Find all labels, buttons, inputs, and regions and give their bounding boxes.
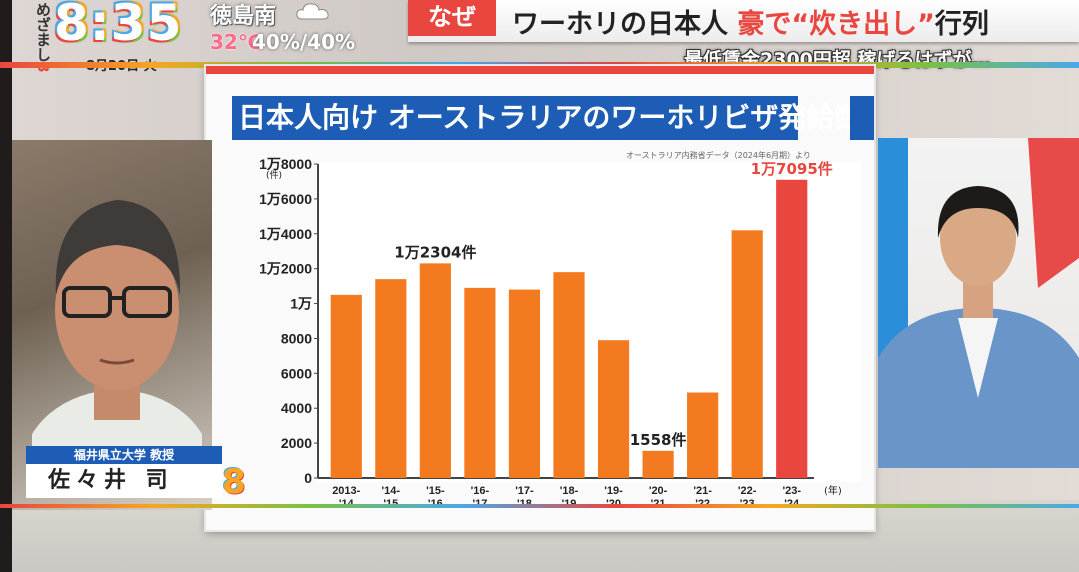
x-tick-label: '16- (471, 485, 490, 497)
plot-area (316, 162, 861, 482)
headline-text: ワーホリの日本人 豪で“炊き出し”行列 (512, 2, 989, 41)
x-tick-label: 2013- (332, 485, 360, 497)
clock-time: 8:35 (54, 0, 183, 52)
guest-portrait (32, 200, 202, 470)
y-tick-label: 4000 (281, 400, 312, 416)
x-axis-unit: (年) (824, 484, 842, 497)
bar (464, 287, 496, 478)
x-tick-label: '14- (382, 485, 401, 497)
headline-tag: なぜ (408, 0, 496, 36)
chart-title: 日本人向け オーストラリアのワーホリビザ発給数 (232, 96, 862, 140)
weather-location: 徳島南 (210, 4, 277, 29)
x-tick-label: '20- (649, 485, 668, 497)
bar (597, 340, 630, 478)
y-tick-label: 6000 (281, 365, 312, 381)
weather-widget: 徳島南 32℃ 40%/40% (208, 0, 355, 60)
tv-bezel (0, 0, 12, 572)
bar-chart: 0 2000 4000 6000 8000 1万 1万2000 1万4000 1万6000 1万8… (259, 156, 842, 510)
headline-part-c: 行列 (934, 9, 989, 40)
x-tick-label: '21- (693, 485, 712, 497)
program-8-logo: 8 (222, 462, 246, 502)
y-tick-label: 1万 (290, 296, 312, 312)
headline-part-b: 豪で“炊き出し” (737, 9, 935, 40)
cloud-icon (296, 3, 329, 20)
x-tick-label: '18- (560, 485, 579, 497)
bar (731, 230, 763, 478)
data-label: 1万2304件 (394, 243, 476, 261)
x-tick-label: '17- (515, 485, 534, 497)
x-tick-label: '15- (426, 485, 445, 497)
guest-name: 佐々井 司 (26, 464, 222, 498)
panel-accent-bar (206, 66, 874, 74)
chart-source-note: オーストラリア内務省データ（2024年6月期）より (626, 151, 811, 160)
bar (642, 450, 674, 478)
y-tick-label: 1万4000 (259, 226, 312, 242)
y-tick-label: 8000 (281, 330, 312, 346)
studio-video-feed (878, 138, 1079, 468)
bar (330, 294, 362, 478)
y-tick-label: 1万2000 (259, 261, 312, 277)
data-label: 1万7095件 (751, 160, 833, 178)
bar (687, 392, 719, 478)
bar (776, 179, 808, 478)
bar (375, 279, 407, 478)
y-tick-label: 0 (304, 470, 312, 486)
news-headline-bar: なぜ ワーホリの日本人 豪で“炊き出し”行列 (408, 0, 1079, 42)
anchor-portrait (878, 186, 1079, 468)
bar (553, 272, 585, 478)
y-tick-label: 1万8000 (259, 156, 312, 172)
chart-panel: 日本人向け オーストラリアのワーホリビザ発給数 オーストラリア内務省データ（20… (206, 66, 874, 530)
weather-rain-chance: 40%/40% (252, 30, 356, 54)
bar (508, 289, 541, 478)
y-tick-label: 2000 (281, 435, 312, 451)
decorative-stripe (0, 62, 1079, 68)
weather-temperature: 32℃ (210, 30, 263, 54)
x-tick-label: '23- (782, 485, 801, 497)
bar (419, 263, 451, 478)
headline-part-a: ワーホリの日本人 (512, 9, 728, 40)
x-tick-label: '22- (738, 485, 757, 497)
guest-name-caption: 福井県立大学 教授 佐々井 司 (26, 446, 222, 498)
y-axis-unit: (件) (266, 169, 282, 181)
decorative-stripe-bottom (0, 504, 1079, 508)
data-label: 1558件 (630, 431, 687, 449)
guest-affiliation: 福井県立大学 教授 (26, 446, 222, 464)
y-tick-label: 1万6000 (259, 191, 312, 207)
title-edge-block (850, 96, 874, 140)
program-logo-text: めざまし (34, 2, 52, 62)
x-tick-label: '19- (604, 485, 623, 497)
